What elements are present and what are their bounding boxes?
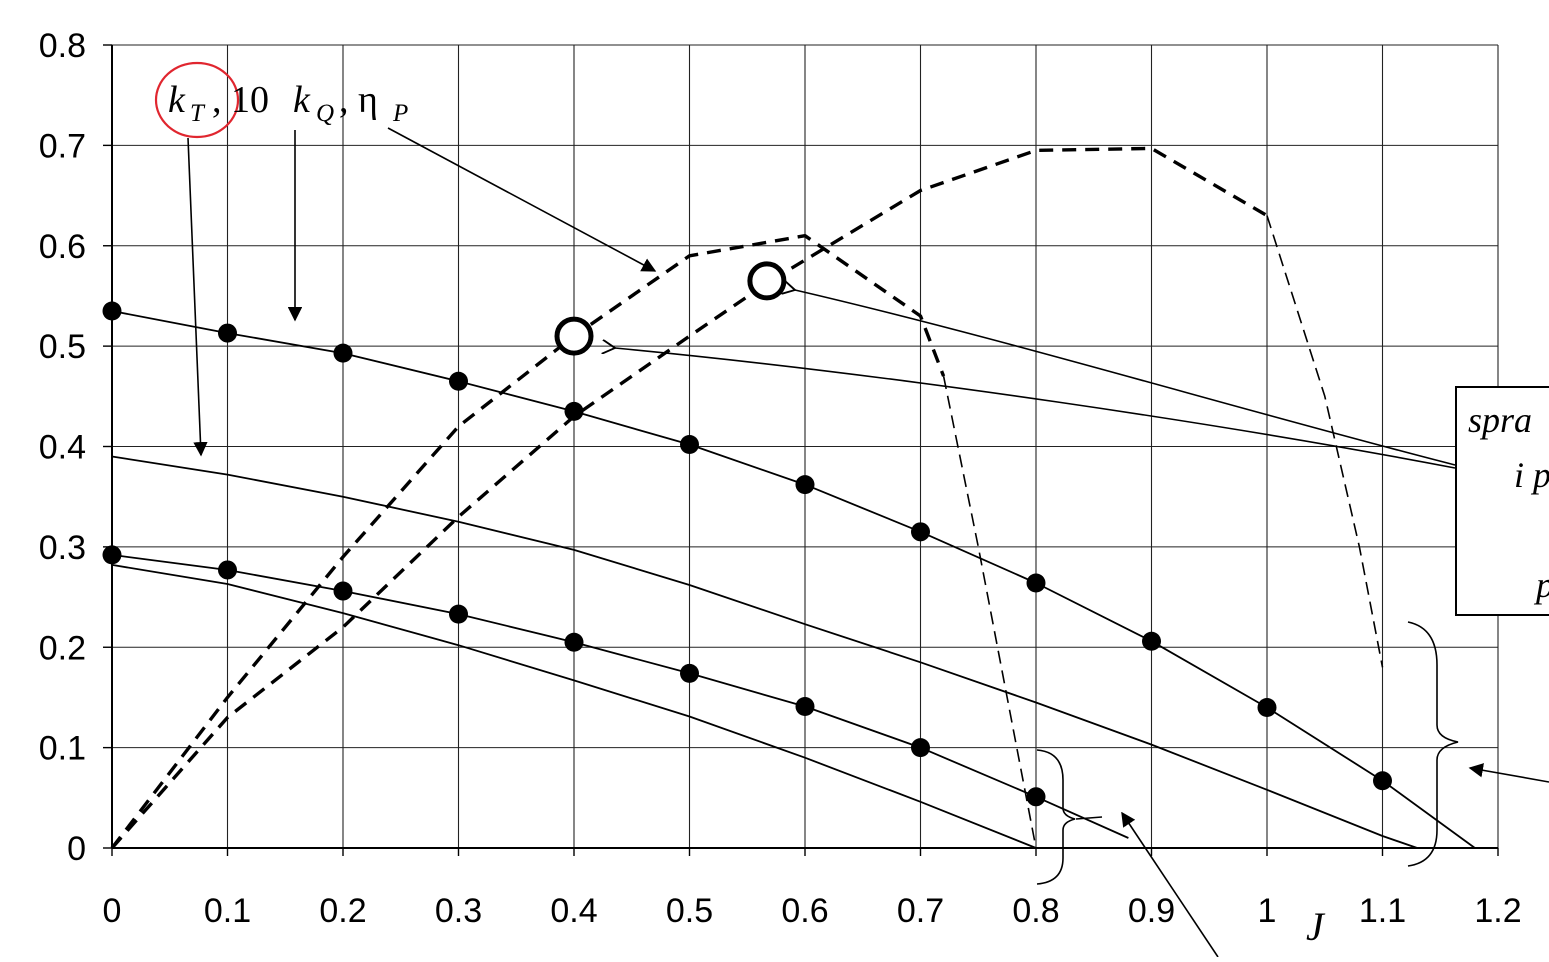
data-markers bbox=[102, 261, 1392, 807]
series-line-1 bbox=[111, 310, 1476, 849]
sep-label-2: , η bbox=[339, 79, 378, 121]
eta-subscript: P bbox=[392, 100, 408, 127]
y-tick-label: 0.2 bbox=[39, 629, 86, 667]
data-point bbox=[564, 632, 584, 652]
annotation-arrows bbox=[187, 127, 1549, 958]
series-line-5 bbox=[110, 234, 946, 850]
data-point bbox=[795, 696, 815, 716]
series-line-2 bbox=[111, 554, 1129, 839]
data-point bbox=[1026, 787, 1046, 807]
x-tick-label: 0.2 bbox=[319, 892, 366, 930]
y-tick-label: 0.8 bbox=[39, 27, 86, 65]
x-tick-label: 0.9 bbox=[1128, 892, 1175, 930]
data-point bbox=[795, 475, 815, 495]
x-tick-label: 0.5 bbox=[666, 892, 713, 930]
right-arrow bbox=[1468, 763, 1549, 783]
data-point bbox=[1026, 573, 1046, 593]
data-series bbox=[110, 146, 1476, 850]
kt-label: k bbox=[168, 79, 186, 121]
x-tick-label: 0.6 bbox=[781, 892, 828, 930]
y-tick-label: 0.7 bbox=[39, 127, 86, 165]
side-box-line-1: spra bbox=[1468, 400, 1532, 440]
y-tick-label: 0.4 bbox=[39, 429, 86, 467]
data-point bbox=[333, 343, 353, 363]
brace-small-tail bbox=[1075, 816, 1103, 820]
series-label: k T , 10 k Q , η P bbox=[154, 61, 408, 139]
x-tick-label: 1.1 bbox=[1359, 892, 1406, 930]
data-point bbox=[680, 663, 699, 683]
brace-small bbox=[1036, 749, 1076, 885]
y-tick-label: 0.1 bbox=[39, 730, 86, 768]
x-tick-label: 0.7 bbox=[897, 892, 944, 930]
max-eta-arrow-upper bbox=[795, 290, 1456, 466]
max-efficiency-point bbox=[747, 261, 787, 301]
data-point bbox=[1373, 771, 1392, 791]
series-line-7 bbox=[110, 146, 1268, 850]
kt-subscript: T bbox=[190, 100, 206, 127]
data-point bbox=[333, 581, 353, 601]
side-box-line-3: p bbox=[1533, 565, 1549, 605]
kq-subscript: Q bbox=[316, 100, 334, 127]
series-line-8 bbox=[1266, 215, 1384, 668]
bottom-arrow bbox=[1121, 811, 1219, 958]
data-point bbox=[218, 323, 237, 343]
series-line-3 bbox=[111, 455, 1418, 849]
x-axis-label: J bbox=[1306, 904, 1326, 949]
data-point bbox=[680, 434, 699, 454]
x-tick-label: 1.2 bbox=[1474, 892, 1521, 930]
data-point bbox=[218, 560, 237, 580]
y-tick-label: 0.5 bbox=[39, 328, 86, 366]
grid bbox=[111, 44, 1499, 849]
data-point bbox=[911, 738, 930, 758]
data-point bbox=[449, 604, 468, 624]
data-point bbox=[564, 401, 584, 421]
data-point bbox=[449, 371, 468, 391]
x-tick-label: 1 bbox=[1258, 892, 1277, 930]
sep-label-1: , 10 bbox=[212, 79, 269, 121]
kq-label: k bbox=[293, 79, 311, 121]
data-point bbox=[102, 301, 122, 321]
y-tick-label: 0 bbox=[67, 830, 86, 868]
x-tick-label: 0 bbox=[103, 892, 122, 930]
data-point bbox=[911, 522, 930, 542]
series-line-4 bbox=[111, 564, 1037, 849]
x-tick-label: 0.3 bbox=[435, 892, 482, 930]
y-tick-label: 0.6 bbox=[39, 228, 86, 266]
side-box-line-2: i p bbox=[1514, 455, 1549, 495]
kt-arrow bbox=[187, 137, 208, 457]
x-tick-label: 0.1 bbox=[204, 892, 251, 930]
x-tick-label: 0.8 bbox=[1012, 892, 1059, 930]
side-box: spra i p p bbox=[1455, 386, 1549, 616]
y-tick-label: 0.3 bbox=[39, 529, 86, 567]
series-line-6 bbox=[942, 376, 1037, 849]
data-point bbox=[102, 545, 122, 565]
data-point bbox=[1257, 697, 1277, 717]
data-point bbox=[1142, 631, 1161, 651]
eta-arrow bbox=[387, 127, 657, 272]
axes: 0 0.1 0.2 0.3 0.4 0.5 0.6 0.7 0.8 0.9 1 1.1 1.2 0 0.1 0… bbox=[39, 27, 1522, 930]
max-efficiency-point bbox=[554, 316, 594, 356]
x-tick-label: 0.4 bbox=[550, 892, 597, 930]
max-eta-arrow-lower bbox=[615, 348, 1456, 469]
brace-large bbox=[1407, 621, 1459, 867]
highlight-circle bbox=[154, 61, 240, 139]
